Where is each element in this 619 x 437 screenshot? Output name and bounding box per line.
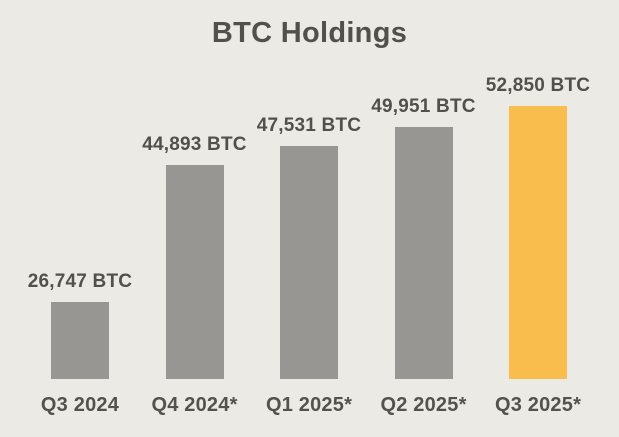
bar	[394, 127, 453, 379]
bar-group: 26,747 BTC Q3 2024	[23, 271, 137, 417]
bar	[51, 302, 109, 379]
bar	[280, 146, 338, 379]
bar-value-label: 52,850 BTC	[485, 75, 591, 96]
x-axis-tick-label: Q2 2025*	[380, 394, 467, 416]
chart-title: BTC Holdings	[211, 17, 408, 49]
bar-value-label: 49,951 BTC	[371, 96, 476, 117]
bar-group: 52,850 BTC Q3 2025*	[481, 75, 595, 417]
bar-value-label: 47,531 BTC	[256, 115, 362, 136]
bar-group: 44,893 BTC Q4 2024*	[138, 134, 252, 417]
bar	[165, 165, 224, 379]
x-axis-tick-label: Q3 2024	[40, 394, 120, 416]
bar-value-label: 44,893 BTC	[142, 134, 247, 155]
x-axis-tick-label: Q4 2024*	[151, 394, 238, 416]
x-axis-tick-label: Q3 2025*	[494, 394, 582, 416]
bar-value-label: 26,747 BTC	[27, 271, 133, 292]
bar-chart-plot-area: 26,747 BTC Q3 2024 44,893 BTC Q4 2024* 47,53…	[23, 75, 595, 417]
bar-group: 47,531 BTC Q1 2025*	[252, 115, 366, 417]
x-axis-tick-label: Q1 2025*	[265, 394, 353, 416]
bar-highlighted	[509, 106, 567, 379]
bar-group: 49,951 BTC Q2 2025*	[367, 96, 481, 417]
